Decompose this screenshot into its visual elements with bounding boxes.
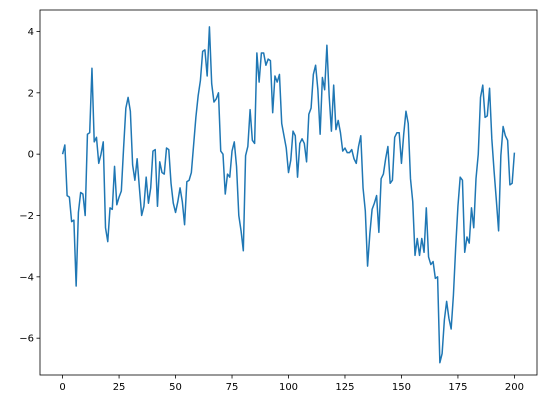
y-tick-label: −2 [19, 211, 34, 222]
x-tick-label: 25 [113, 382, 126, 393]
x-tick-label: 125 [335, 382, 354, 393]
y-tick-label: 4 [28, 27, 34, 38]
x-tick-label: 75 [226, 382, 239, 393]
x-tick-label: 100 [279, 382, 298, 393]
x-tick-label: 175 [448, 382, 467, 393]
x-tick-label: 0 [59, 382, 65, 393]
x-tick-label: 150 [392, 382, 411, 393]
y-tick-label: −6 [19, 334, 34, 345]
x-tick-label: 200 [505, 382, 524, 393]
y-tick-label: 0 [28, 150, 34, 161]
x-tick-label: 50 [169, 382, 182, 393]
line [61, 26, 516, 364]
y-tick-label: −4 [19, 272, 34, 283]
y-tick-label: 2 [28, 88, 34, 99]
